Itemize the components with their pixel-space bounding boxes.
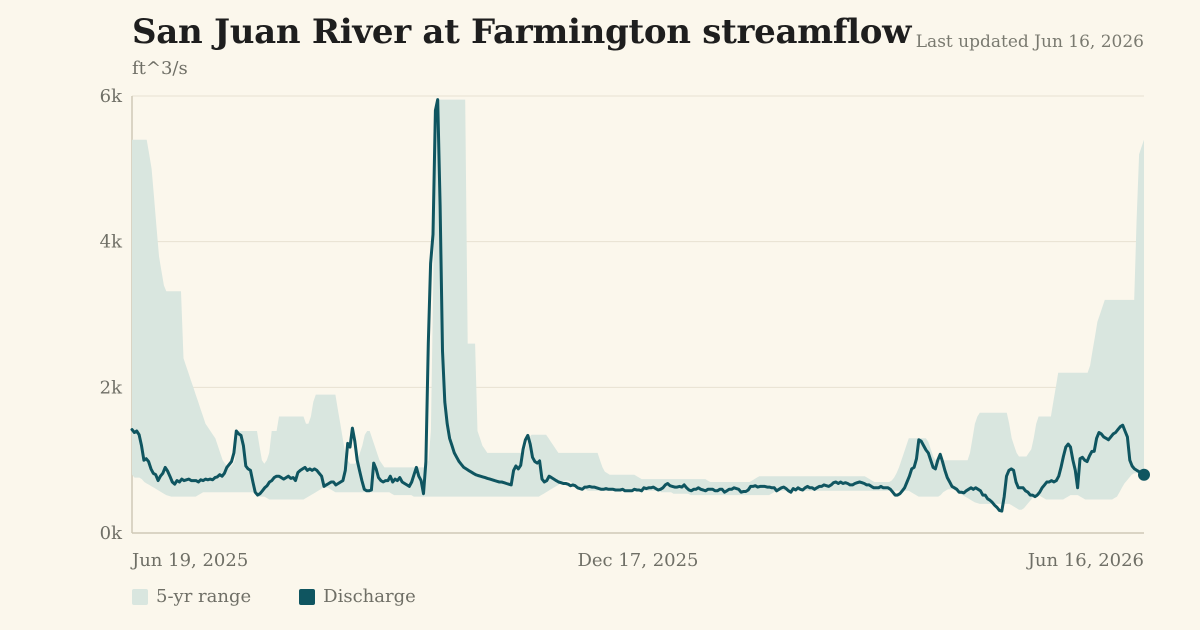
last-updated-text: Last updated Jun 16, 2026 (915, 32, 1144, 52)
legend: 5-yr range Discharge (132, 586, 416, 607)
y-tick-label: 4k (100, 232, 123, 253)
y-tick-label: 0k (100, 523, 123, 544)
legend-range-label: 5-yr range (156, 586, 252, 607)
y-axis-unit-label: ft^3/s (132, 58, 188, 79)
axis-layer: 0k 2k 4k 6k Jun 19, 2025 Dec 17, 2025 Jun 16, … (100, 86, 1144, 571)
x-tick-label: Jun 19, 2025 (130, 550, 248, 571)
x-tick-label: Jun 16, 2026 (1026, 550, 1144, 571)
latest-discharge-point[interactable] (1138, 468, 1150, 481)
five-year-range-area (132, 99, 1144, 510)
discharge-swatch (299, 588, 316, 605)
legend-discharge-label: Discharge (323, 586, 416, 607)
x-tick-label: Dec 17, 2025 (577, 550, 698, 571)
y-tick-label: 2k (100, 377, 123, 398)
page-title: San Juan River at Farmington streamflow (132, 12, 912, 52)
legend-item-range[interactable]: 5-yr range (132, 586, 251, 607)
legend-item-discharge[interactable]: Discharge (299, 586, 416, 607)
y-tick-label: 6k (100, 86, 123, 107)
discharge-line (130, 98, 1146, 513)
range-swatch (132, 588, 148, 605)
